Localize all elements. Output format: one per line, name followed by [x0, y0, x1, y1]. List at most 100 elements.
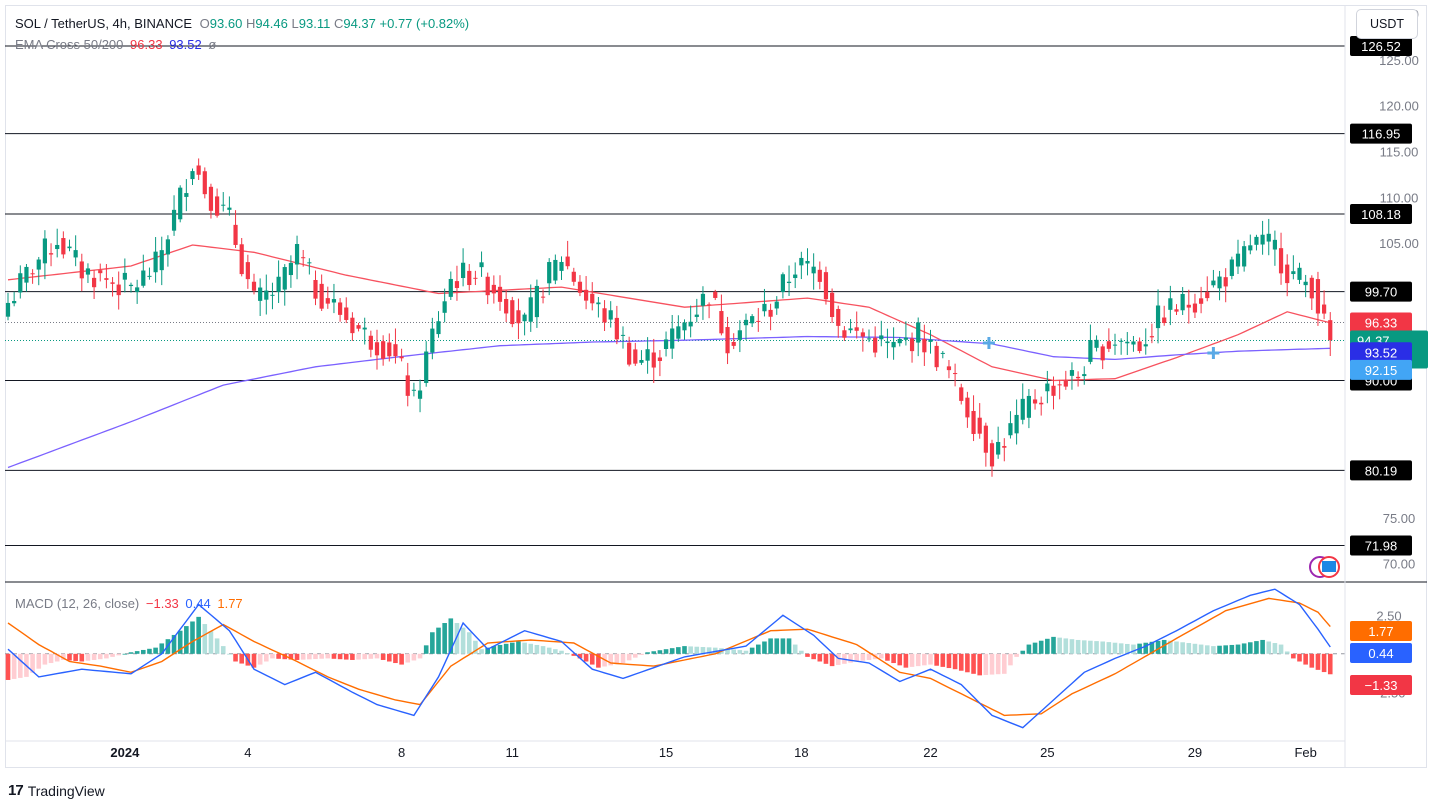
candle-body [1112, 344, 1118, 346]
candle-body [73, 250, 78, 258]
macd-histogram-bar [725, 648, 730, 654]
macd-histogram-bar [1248, 642, 1253, 654]
candle-body [1063, 380, 1068, 387]
high-value: 94.46 [255, 16, 288, 31]
macd-histogram-bar [54, 653, 60, 662]
macd-histogram-bar [688, 646, 693, 654]
candle-body [24, 266, 29, 283]
macd-histogram-bar [307, 653, 312, 660]
candle-body [774, 301, 779, 309]
axes: 130.00125.00120.00115.00110.00105.0075.0… [5, 5, 1427, 768]
candle-body [731, 342, 736, 346]
candle-body [504, 298, 509, 314]
macd-signal-tag[interactable] [1350, 621, 1412, 641]
candle-body [362, 327, 367, 330]
macd-histogram-bar [436, 627, 441, 654]
ema50-line[interactable] [7, 244, 1331, 382]
price-tags: 126.52116.95108.1899.7090.0080.1971.9896… [1309, 36, 1428, 695]
macd-histogram-bar [1211, 646, 1216, 654]
candle-body [5, 302, 11, 317]
candle-body [1057, 384, 1062, 386]
level-label: 92.15 [1365, 363, 1398, 378]
candle-body [946, 366, 952, 371]
macd-histogram-bar [860, 653, 866, 661]
macd-histogram-bar [805, 653, 810, 657]
level-tag[interactable] [1350, 281, 1412, 302]
candle-body [411, 389, 416, 391]
level-tag[interactable] [1350, 123, 1412, 144]
candle-body [221, 204, 226, 206]
candle-body [1192, 303, 1198, 313]
candle-body [534, 285, 539, 318]
macd-histogram-bar [897, 653, 903, 666]
macd-histogram-bar [331, 653, 337, 659]
candle-body [1199, 298, 1204, 304]
macd-histogram-bar [909, 653, 915, 667]
candle-body [381, 341, 386, 359]
macd-histogram-bar [879, 653, 884, 659]
macd-histogram-bar [651, 651, 657, 654]
macd-histogram-bar [1229, 644, 1235, 654]
macd-histogram-bar [663, 649, 669, 654]
level-tag[interactable] [1350, 359, 1412, 380]
level-tag[interactable] [1350, 204, 1412, 225]
indicator-legend[interactable]: EMA Cross 50/200 96.33 93.52 ø [15, 37, 216, 52]
candle-body [1211, 280, 1216, 286]
macd-line[interactable] [7, 588, 1331, 729]
candle-body [12, 301, 17, 304]
candle-body [916, 322, 921, 343]
macd-histogram-bar [639, 653, 644, 655]
macd-histogram-bar [417, 653, 423, 659]
macd-histogram-bar [430, 632, 435, 654]
macd-histogram-bar [141, 649, 146, 654]
macd-legend[interactable]: MACD (12, 26, close) −1.33 0.44 1.77 [15, 596, 243, 611]
level-tag[interactable] [1350, 36, 1412, 57]
candle-body [399, 356, 404, 359]
macd-histogram-bar [227, 653, 232, 655]
ema200-tag[interactable] [1350, 342, 1412, 363]
candle-body [448, 278, 453, 297]
macd-histogram-bar [811, 653, 816, 660]
macd-histogram-bar [614, 653, 620, 665]
ema-cross-marker-0 [982, 336, 995, 349]
macd-histogram-tag[interactable] [1350, 675, 1412, 695]
symbol-title[interactable]: SOL / TetherUS, 4h, BINANCE [15, 16, 193, 31]
level-label: 116.95 [1362, 127, 1401, 142]
macd-histogram-bar [1260, 639, 1265, 654]
candle-body [264, 290, 269, 300]
level-tag[interactable] [1350, 535, 1412, 556]
candle-body [1278, 248, 1284, 274]
level-tag[interactable] [1350, 460, 1412, 481]
candle-body [762, 303, 767, 312]
time-tick-label: 8 [398, 745, 405, 760]
macd-histogram-bar [387, 653, 392, 662]
ema200-line[interactable] [7, 335, 1331, 469]
candle-body [571, 271, 576, 282]
macd-histogram-bar [116, 653, 121, 656]
macd-histogram-bar [546, 647, 552, 654]
currency-button[interactable]: USDT [1356, 9, 1418, 39]
macd-histogram-bar [1051, 636, 1056, 654]
candle-body [559, 261, 564, 271]
macd-histogram-bar [448, 618, 454, 654]
ema50-tag[interactable] [1350, 312, 1412, 333]
candle-body [147, 275, 152, 277]
macd-macd-tag[interactable] [1350, 643, 1412, 663]
macd-histogram-bar [1155, 640, 1161, 654]
macd-histogram-bar [61, 653, 66, 660]
macd-histogram-bar [1327, 653, 1333, 675]
tradingview-brand[interactable]: TradingView [27, 782, 105, 799]
macd-histogram-bar [762, 641, 767, 654]
macd-histogram-bar [1198, 644, 1204, 654]
macd-histogram-bar [73, 653, 78, 661]
indicator-extra: ø [208, 37, 217, 52]
candle-body [128, 284, 134, 287]
indicator-name: EMA Cross 50/200 [15, 37, 124, 52]
macd-histogram-bar [583, 653, 589, 662]
candle-body [1020, 398, 1025, 420]
candle-body [98, 270, 103, 274]
change-value: +0.77 (+0.82%) [379, 16, 470, 31]
candle-body [270, 294, 275, 296]
macd-signal-line[interactable] [7, 597, 1331, 717]
